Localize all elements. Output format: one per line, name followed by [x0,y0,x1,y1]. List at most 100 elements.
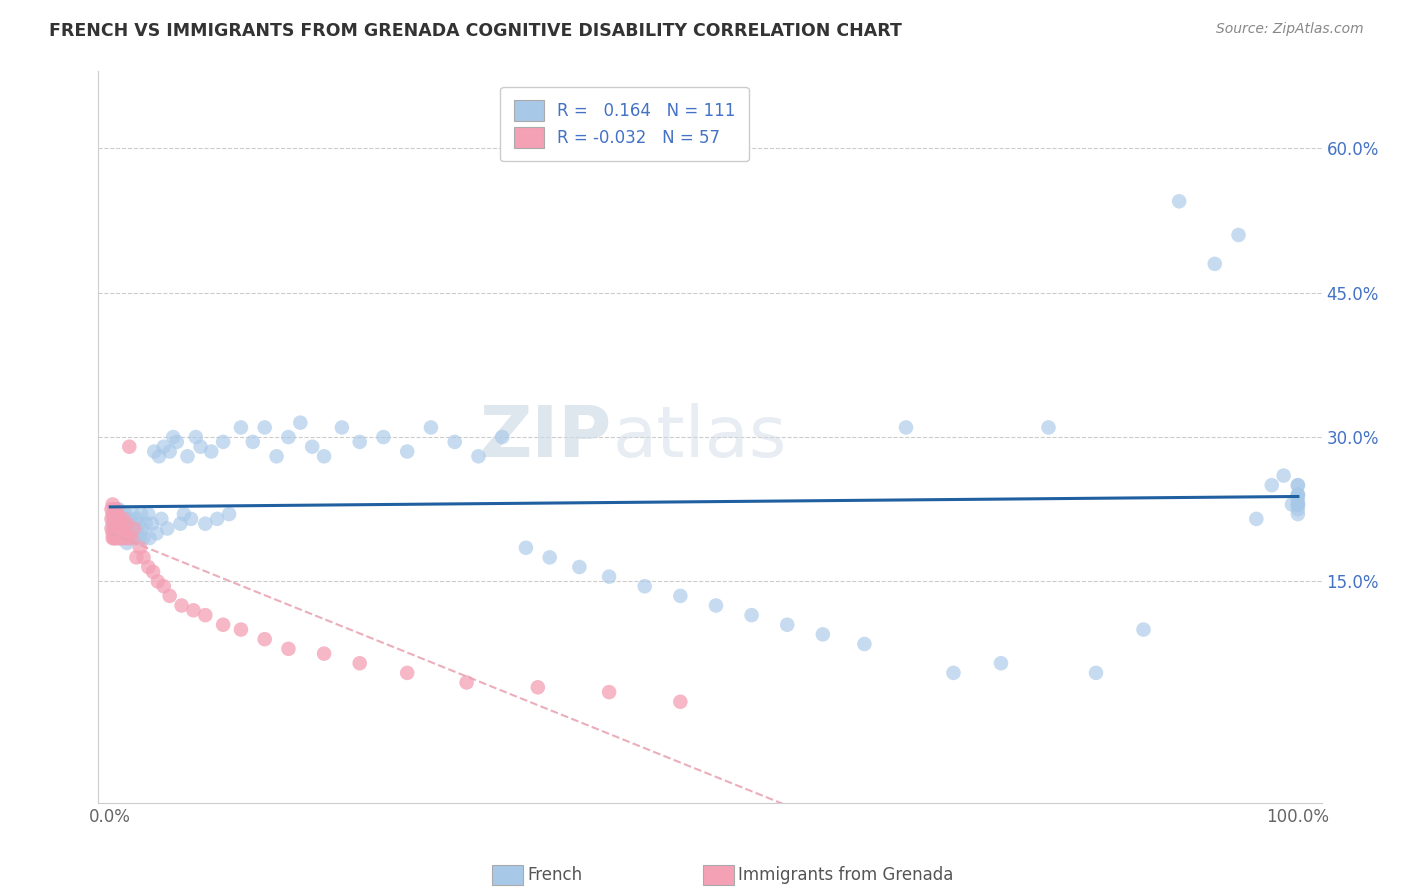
Point [115,536,138,550]
Point [107,526,129,541]
Point [105,512,128,526]
Point [1246,512,1268,526]
Point [811,627,834,641]
Point [112,531,135,545]
Point [266,450,288,464]
Point [1168,194,1191,209]
Point [598,685,620,699]
Point [194,608,217,623]
Text: Immigrants from Grenada: Immigrants from Grenada [738,866,953,884]
Point [1286,488,1309,502]
Point [1286,492,1309,507]
Point [108,531,131,545]
Point [1281,498,1303,512]
Point [115,516,138,531]
Point [148,450,170,464]
Point [108,516,131,531]
Point [110,512,132,526]
Point [301,440,323,454]
Point [634,579,657,593]
Point [1132,623,1154,637]
Point [114,526,136,541]
Point [290,416,312,430]
Point [420,420,443,434]
Point [121,531,143,545]
Legend: R =   0.164   N = 111, R = -0.032   N = 57: R = 0.164 N = 111, R = -0.032 N = 57 [501,87,748,161]
Point [107,508,129,523]
Point [1286,478,1309,492]
Point [1227,227,1250,242]
Point [107,526,129,541]
Point [104,521,127,535]
Point [183,603,205,617]
Point [101,531,124,545]
Point [142,565,165,579]
Point [491,430,513,444]
Point [173,507,195,521]
Point [105,502,128,516]
Point [170,599,193,613]
Point [105,531,128,545]
Point [111,507,134,521]
Point [112,512,135,526]
Point [229,623,252,637]
Point [515,541,537,555]
Point [117,531,139,545]
Point [138,531,160,545]
Point [568,560,591,574]
Point [101,507,124,521]
Point [1286,498,1309,512]
Point [180,512,202,526]
Point [152,579,174,593]
Point [1286,488,1309,502]
Point [152,440,174,454]
Text: French: French [527,866,582,884]
Point [1286,507,1309,521]
Point [159,589,181,603]
Point [190,440,212,454]
Text: atlas: atlas [612,402,786,472]
Point [114,526,136,541]
Point [111,526,134,541]
Point [107,516,129,531]
Point [105,521,128,535]
Point [107,516,129,531]
Point [100,512,122,526]
Point [538,550,561,565]
Point [118,440,141,454]
Point [103,531,125,545]
Point [527,681,550,695]
Point [136,560,159,574]
Point [1286,498,1309,512]
Point [125,512,148,526]
Point [127,526,149,541]
Point [194,516,217,531]
Point [128,516,150,531]
Point [1272,468,1295,483]
Point [101,498,124,512]
Point [104,531,127,545]
Point [456,675,478,690]
Point [443,434,465,449]
Point [131,521,153,535]
Point [942,665,965,680]
Point [218,507,240,521]
Point [141,516,163,531]
Point [704,599,727,613]
Point [146,574,169,589]
Point [122,521,145,535]
Point [212,434,235,449]
Point [277,430,299,444]
Point [150,512,173,526]
Point [156,521,179,535]
Point [1286,502,1309,516]
Point [136,507,159,521]
Point [132,550,155,565]
Point [184,430,207,444]
Point [121,507,143,521]
Point [103,512,125,526]
Point [100,521,122,535]
Text: ZIP: ZIP [479,402,612,472]
Point [669,695,692,709]
Point [467,450,489,464]
